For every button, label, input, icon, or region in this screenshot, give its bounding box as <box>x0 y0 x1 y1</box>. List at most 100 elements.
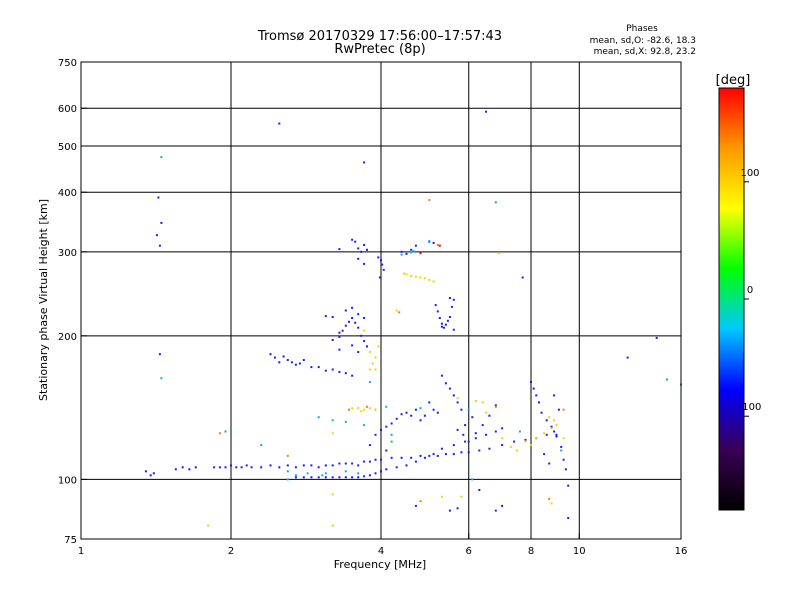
data-point <box>562 408 565 411</box>
data-point <box>357 464 360 467</box>
data-point <box>543 453 546 456</box>
data-point <box>548 462 551 465</box>
data-point <box>317 416 320 419</box>
data-point <box>448 316 451 318</box>
data-point <box>310 476 313 479</box>
data-point <box>456 397 459 400</box>
data-point <box>368 460 371 463</box>
x-tick-label: 1 <box>78 546 84 557</box>
data-point <box>366 405 368 408</box>
data-point <box>444 382 447 385</box>
data-point <box>567 484 570 487</box>
data-point <box>655 336 658 339</box>
data-point <box>377 256 380 259</box>
data-point <box>440 322 443 325</box>
y-tick-label: 500 <box>58 142 77 153</box>
data-point <box>374 433 377 436</box>
data-point <box>338 248 341 251</box>
data-point <box>395 309 398 312</box>
y-tick-label: 75 <box>64 535 77 546</box>
y-tick-label: 400 <box>58 188 77 199</box>
grid-lines <box>81 62 681 539</box>
data-point <box>310 464 313 467</box>
data-point <box>423 456 426 459</box>
data-point <box>410 251 413 254</box>
data-point <box>460 451 463 454</box>
data-point <box>282 355 285 358</box>
data-point <box>374 368 377 371</box>
data-point <box>360 410 363 413</box>
data-point <box>363 460 366 463</box>
colorbar-label: [deg] <box>716 73 751 88</box>
data-point <box>452 453 455 456</box>
data-point <box>510 445 513 448</box>
data-point <box>390 422 393 425</box>
data-point <box>442 326 445 329</box>
data-point <box>410 248 413 251</box>
data-point <box>344 372 347 375</box>
data-point <box>351 238 354 241</box>
chart-subtitle: RwPretec (8p) <box>334 42 425 57</box>
data-point <box>550 502 553 505</box>
data-point <box>366 345 368 348</box>
data-point <box>286 454 289 457</box>
data-point <box>452 394 455 397</box>
data-point <box>152 472 155 475</box>
data-point <box>188 468 191 471</box>
data-point <box>530 444 532 447</box>
data-point <box>385 425 388 428</box>
data-point <box>456 401 459 404</box>
data-point <box>434 304 437 307</box>
data-point <box>278 466 281 469</box>
data-point <box>368 381 371 383</box>
data-point <box>158 244 161 247</box>
colorbar-ticks: 100 0 -100 <box>739 168 762 417</box>
data-point <box>357 476 360 479</box>
colorbar-tick-label: -100 <box>739 402 762 413</box>
data-points <box>144 110 682 527</box>
data-point <box>567 517 570 519</box>
data-point <box>194 466 197 469</box>
data-point <box>550 427 553 430</box>
data-point <box>428 240 431 243</box>
data-point <box>351 306 354 309</box>
data-point <box>436 244 439 246</box>
x-tick-label: 16 <box>675 546 688 557</box>
data-point <box>286 478 289 481</box>
data-point <box>414 275 417 278</box>
data-point <box>535 394 538 397</box>
data-point <box>540 411 543 414</box>
data-point <box>374 408 377 411</box>
data-point <box>357 257 360 260</box>
data-point <box>436 454 439 457</box>
data-point <box>400 456 403 459</box>
data-point <box>368 474 371 477</box>
data-point <box>560 449 563 452</box>
y-tick-label: 300 <box>58 248 77 259</box>
data-point <box>444 323 447 326</box>
data-point <box>414 244 417 247</box>
data-point <box>213 466 216 469</box>
data-point <box>553 394 556 397</box>
data-point <box>385 449 388 452</box>
data-point <box>338 331 341 334</box>
data-point <box>317 366 320 369</box>
y-axis-label: Stationary phase Virtual Height [km] <box>37 199 50 401</box>
data-point <box>467 440 470 443</box>
data-point <box>513 440 516 443</box>
data-point <box>555 435 558 438</box>
data-point <box>357 313 360 316</box>
data-point <box>278 122 281 125</box>
data-point <box>294 474 297 477</box>
data-point <box>363 329 366 332</box>
data-point <box>290 361 293 364</box>
data-point <box>354 240 357 243</box>
data-point <box>338 462 341 465</box>
data-point <box>366 248 368 251</box>
data-point <box>348 408 350 411</box>
data-point <box>230 464 232 467</box>
y-tick-label: 200 <box>58 332 77 343</box>
colorbar-tick-label: 100 <box>740 168 759 179</box>
data-point <box>363 424 366 427</box>
data-point <box>382 268 385 271</box>
